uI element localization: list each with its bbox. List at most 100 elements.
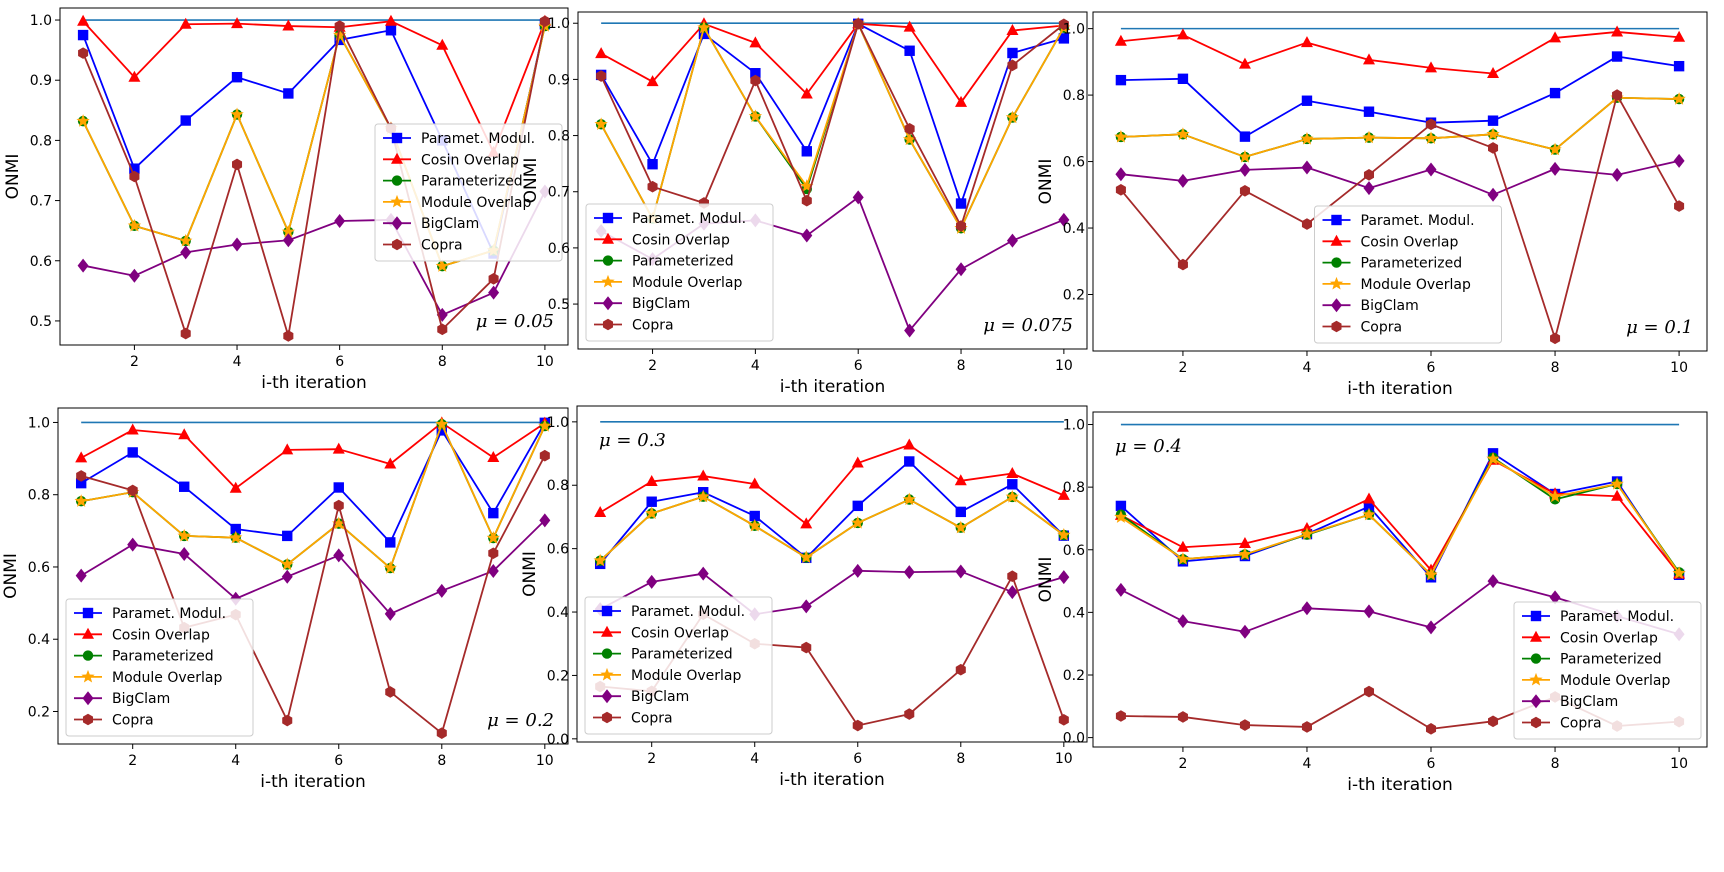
legend-box: [584, 596, 773, 735]
data-point: [1425, 620, 1437, 635]
data-point: [902, 132, 917, 146]
x-tick-label: 10: [536, 354, 554, 370]
data-point: [697, 566, 709, 581]
data-point: [435, 259, 449, 272]
data-point: [282, 19, 295, 31]
data-point: [1301, 721, 1312, 733]
data-point: [800, 599, 812, 614]
series-module-overlap: [1114, 451, 1686, 581]
data-point: [1425, 162, 1437, 177]
y-tick-label: 1.0: [1063, 22, 1085, 38]
y-tick-label: 0.5: [548, 297, 570, 313]
legend-marker: [601, 648, 613, 659]
data-point: [229, 530, 243, 544]
legend-marker: [390, 194, 404, 208]
data-point: [903, 20, 916, 32]
data-point: [282, 530, 293, 542]
series-paramet-modul: [1115, 448, 1685, 583]
legend-label: Module Overlap: [1560, 673, 1671, 689]
data-point: [596, 70, 607, 82]
data-point: [1301, 601, 1313, 616]
x-tick-label: 10: [1055, 358, 1073, 374]
x-tick-label: 2: [1178, 756, 1187, 772]
data-point: [800, 179, 814, 192]
data-point: [749, 36, 762, 48]
data-point: [75, 568, 87, 583]
legend-box: [585, 203, 774, 342]
series-cosin-overlap: [75, 416, 551, 493]
data-point: [178, 546, 190, 561]
legend-marker: [602, 296, 614, 311]
data-point: [1487, 574, 1499, 589]
data-point: [801, 194, 812, 207]
data-point: [904, 45, 915, 56]
legend-label: Parameterized: [1361, 256, 1463, 272]
data-point: [645, 506, 659, 520]
data-point: [750, 68, 761, 79]
x-tick-label: 6: [334, 753, 343, 769]
legend-label: BigClam: [1361, 298, 1419, 314]
data-point: [1611, 489, 1624, 501]
legend-box: [1513, 601, 1702, 740]
data-point: [1058, 570, 1070, 585]
legend-marker: [601, 711, 613, 724]
legend-marker: [1529, 672, 1543, 686]
legend-label: BigClam: [632, 296, 690, 312]
data-point: [852, 563, 864, 578]
y-tick-label: 0.9: [548, 72, 570, 88]
data-point: [1363, 181, 1375, 196]
y-axis-label: ONMI: [521, 158, 541, 204]
x-tick-label: 6: [1427, 360, 1436, 376]
legend: Paramet. Modul. Cosin Overlap Parameterize…: [1513, 601, 1702, 740]
plot-frame: [1092, 11, 1708, 352]
data-point: [904, 708, 915, 720]
legend-label: Paramet. Modul.: [421, 131, 535, 147]
data-point: [231, 237, 243, 252]
data-point: [647, 180, 658, 193]
data-point: [1177, 173, 1189, 188]
legend-marker: [82, 627, 94, 639]
legend-label: BigClam: [112, 691, 170, 707]
legend-label: Module Overlap: [631, 668, 742, 684]
data-point: [1115, 167, 1127, 182]
legend-box: [374, 123, 563, 262]
chart-panel-2: 2 4 6 8 10 0.5 0.6 0.7 0.8 0.9 1.0 i-th iteration ON…: [521, 11, 1088, 397]
data-point: [646, 496, 657, 507]
data-point: [646, 574, 658, 589]
y-tick-label: 1.0: [548, 16, 570, 32]
data-point: [1362, 507, 1376, 521]
series-cosin-overlap: [594, 438, 1070, 529]
series-line: [80, 519, 546, 615]
y-tick-label: 0.8: [30, 133, 52, 149]
data-point: [383, 561, 397, 574]
data-point: [954, 474, 967, 486]
data-point: [955, 198, 967, 209]
legend-marker: [602, 232, 614, 244]
data-point: [1363, 604, 1375, 619]
data-point: [1487, 115, 1499, 126]
data-point: [179, 17, 192, 29]
legend-label: Parameterized: [112, 649, 214, 665]
legend-label: Cosin Overlap: [1361, 234, 1459, 250]
series-line: [599, 444, 1065, 525]
series-line: [1120, 31, 1680, 75]
data-point: [1362, 130, 1376, 144]
x-tick-label: 6: [335, 354, 344, 370]
data-point: [955, 564, 967, 579]
data-point: [594, 117, 608, 130]
data-point: [385, 537, 396, 548]
data-point: [750, 74, 761, 87]
data-point: [230, 523, 241, 535]
mu-annotation: μ = 0.1: [1626, 317, 1693, 338]
y-tick-label: 0.0: [1063, 731, 1085, 747]
data-point: [282, 233, 294, 248]
series-line: [599, 495, 1065, 562]
data-point: [1301, 218, 1312, 230]
x-axis-label: i-th iteration: [780, 377, 886, 397]
x-axis-label: i-th iteration: [1347, 379, 1453, 399]
legend-marker: [1530, 610, 1542, 622]
y-tick-label: 1.0: [547, 415, 569, 431]
y-tick-label: 0.2: [547, 668, 569, 684]
legend: Paramet. Modul. Cosin Overlap Parameterize…: [584, 596, 773, 735]
data-point: [748, 109, 763, 123]
